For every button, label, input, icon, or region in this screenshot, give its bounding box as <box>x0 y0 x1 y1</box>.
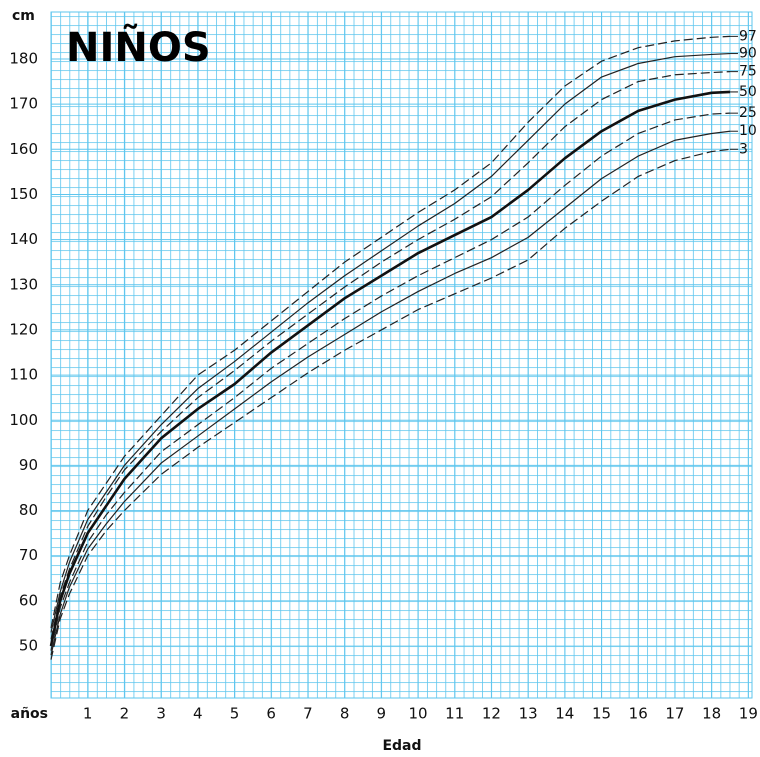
y-tick-label: 150 <box>9 185 38 203</box>
y-tick-label: 140 <box>9 230 38 248</box>
x-axis-prefix: años <box>11 706 48 722</box>
y-tick-label: 70 <box>19 546 38 564</box>
y-tick-label: 50 <box>19 637 38 655</box>
y-tick-label: 90 <box>19 456 38 474</box>
x-tick-label: 6 <box>266 705 276 723</box>
y-axis-label: cm <box>12 8 35 24</box>
series-label: 50 <box>739 84 757 100</box>
x-tick-label: 12 <box>482 705 501 723</box>
chart: 5060708090100110120130140150160170180123… <box>0 0 760 757</box>
x-tick-label: 10 <box>408 705 427 723</box>
x-axis-label: Edad <box>382 738 421 754</box>
x-tick-label: 4 <box>193 705 203 723</box>
x-tick-label: 15 <box>592 705 611 723</box>
x-tick-label: 16 <box>629 705 648 723</box>
y-tick-label: 160 <box>9 140 38 158</box>
x-tick-label: 14 <box>555 705 574 723</box>
series-label: 75 <box>739 64 757 80</box>
series-label: 97 <box>739 28 757 44</box>
x-tick-label: 9 <box>377 705 387 723</box>
y-tick-label: 130 <box>9 275 38 293</box>
x-tick-label: 5 <box>230 705 240 723</box>
chart-title: NIÑOS <box>66 23 211 71</box>
series-label: 25 <box>739 105 757 121</box>
x-tick-label: 13 <box>519 705 538 723</box>
y-tick-label: 180 <box>9 49 38 67</box>
y-tick-label: 170 <box>9 95 38 113</box>
x-tick-label: 2 <box>120 705 130 723</box>
y-tick-label: 80 <box>19 501 38 519</box>
series-label: 10 <box>739 123 757 139</box>
x-tick-label: 1 <box>83 705 93 723</box>
series-label: 90 <box>739 46 757 62</box>
x-tick-label: 18 <box>702 705 721 723</box>
minor-grid <box>51 12 752 698</box>
x-tick-label: 19 <box>739 705 758 723</box>
x-tick-label: 8 <box>340 705 350 723</box>
x-tick-label: 17 <box>665 705 684 723</box>
series-label: 3 <box>739 141 748 157</box>
y-tick-label: 110 <box>9 366 38 384</box>
y-tick-label: 100 <box>9 411 38 429</box>
x-tick-label: 7 <box>303 705 313 723</box>
x-tick-label: 3 <box>156 705 166 723</box>
y-tick-label: 120 <box>9 320 38 338</box>
x-tick-label: 11 <box>445 705 464 723</box>
y-tick-label: 60 <box>19 591 38 609</box>
